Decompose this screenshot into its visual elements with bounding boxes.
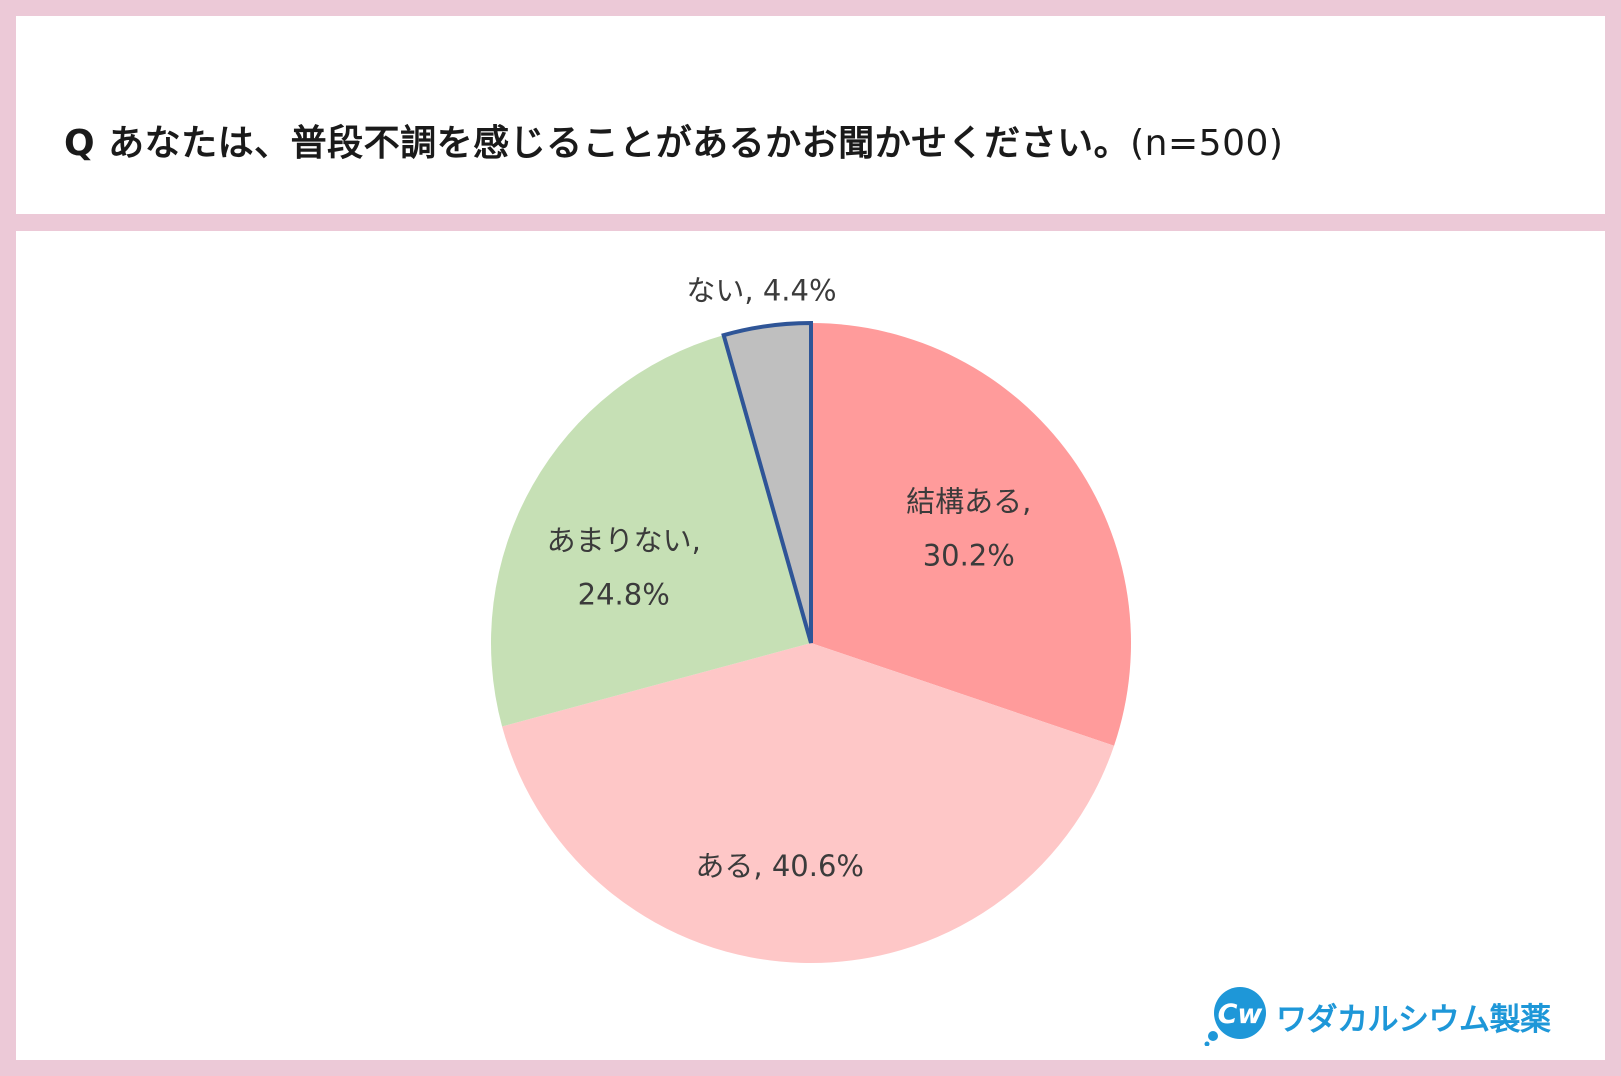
svg-text:Cw: Cw — [1218, 999, 1264, 1030]
pie-slice-2 — [502, 643, 1115, 963]
slice-label-line: 24.8% — [578, 577, 670, 611]
slice-label-line: あまりない, — [547, 523, 701, 557]
sample-size: (n=500) — [1130, 123, 1284, 164]
pie-slice-4 — [721, 320, 813, 644]
chart-title: Q あなたは、普段不調を感じることがあるかお聞かせください。(n=500) — [64, 114, 1283, 166]
title-panel: Q あなたは、普段不調を感じることがあるかお聞かせください。(n=500) — [16, 16, 1605, 214]
slice-label-line: 結構ある, — [906, 484, 1031, 518]
slice-label-1: 結構ある, 30.2% — [906, 484, 1031, 572]
slice-label-2: ある, 40.6% — [695, 849, 864, 883]
pie-slice-1 — [811, 323, 1131, 746]
slice-label-line: 30.2% — [923, 538, 1015, 572]
slice-label-line: ない, 4.4% — [686, 273, 836, 307]
question-text: Q あなたは、普段不調を感じることがあるかお聞かせください。 — [64, 123, 1131, 164]
pie-slice-3 — [491, 335, 811, 727]
brand-logo-icon: Cw — [1204, 987, 1266, 1046]
brand-name: ワダカルシウム製薬 — [1276, 1001, 1551, 1038]
brand: Cw ワダカルシウム製薬 — [1204, 987, 1551, 1046]
slice-label-3: あまりない, 24.8% — [547, 523, 701, 611]
slice-label-4: ない, 4.4% — [686, 273, 836, 307]
slice-label-line: ある, 40.6% — [695, 849, 864, 883]
